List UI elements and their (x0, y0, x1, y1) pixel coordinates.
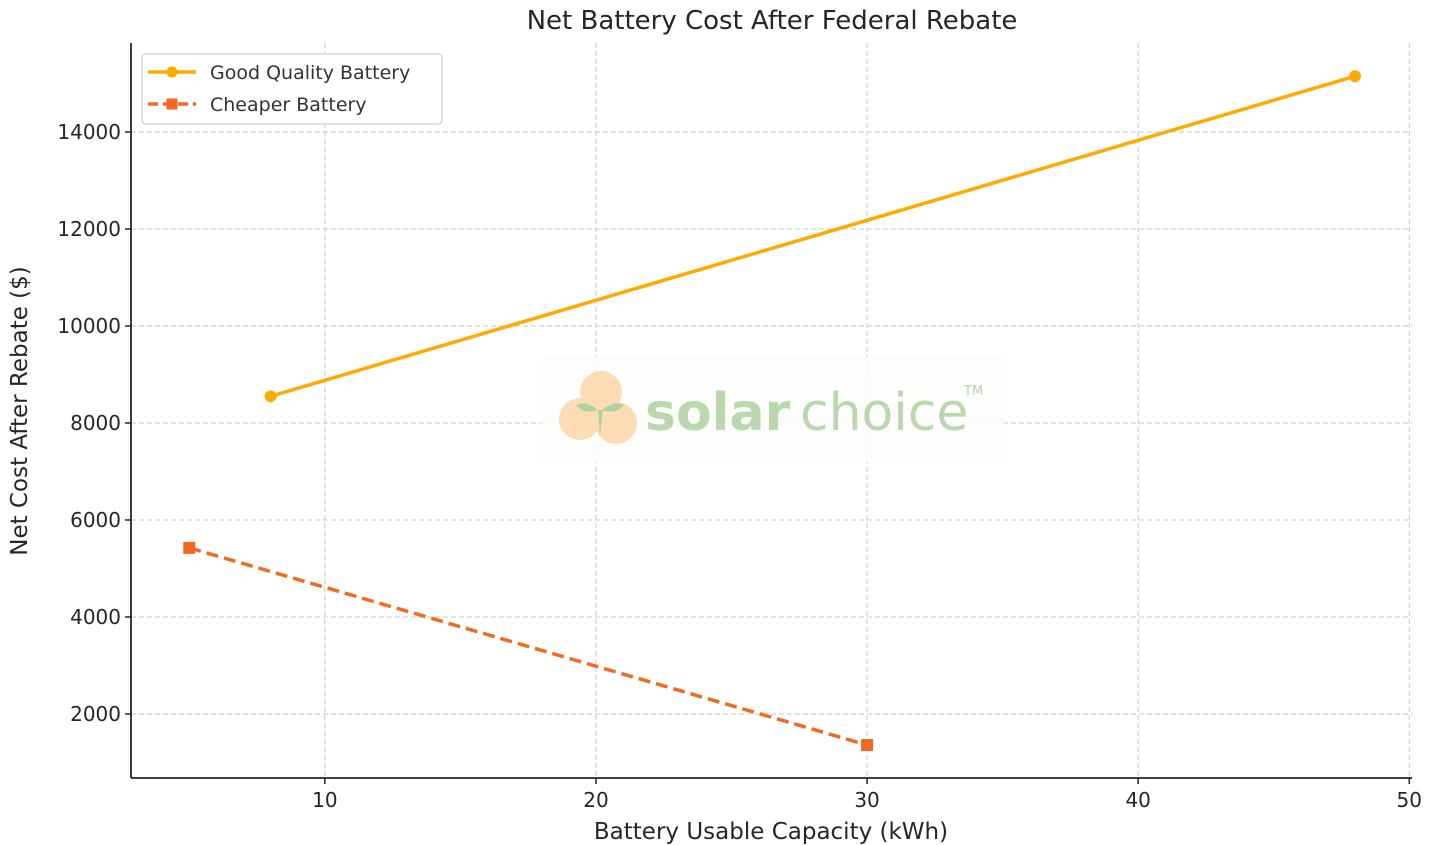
y-tick-label: 10000 (57, 314, 121, 338)
series-layer (183, 70, 1362, 752)
data-point (183, 541, 196, 554)
y-tick-label: 2000 (70, 702, 121, 726)
legend: Good Quality Battery Cheaper Battery (141, 53, 443, 125)
data-point (861, 739, 874, 752)
watermark-text-light: choice (800, 383, 968, 443)
y-tick-label: 14000 (57, 120, 121, 144)
x-tick-label: 50 (1397, 788, 1422, 812)
x-tick-label: 10 (312, 788, 337, 812)
series-line-0 (270, 74, 1356, 398)
data-point (1349, 70, 1362, 83)
x-tick-label: 40 (1125, 788, 1150, 812)
legend-marker-good (166, 66, 178, 78)
x-tick-label: 20 (583, 788, 608, 812)
series-line-1 (188, 546, 868, 747)
y-tick-label: 12000 (57, 217, 121, 241)
y-tick-label: 8000 (70, 411, 121, 435)
y-tick-label: 6000 (70, 508, 121, 532)
data-point (264, 390, 277, 403)
legend-label-cheaper: Cheaper Battery (210, 94, 367, 116)
chart-title: Net Battery Cost After Federal Rebate (527, 6, 1018, 36)
axes: 10 20 30 40 50 2000 4000 6000 8000 10000 12000 1400… (57, 43, 1422, 812)
x-tick-label: 30 (854, 788, 879, 812)
legend-label-good: Good Quality Battery (210, 62, 410, 84)
legend-marker-cheaper (166, 98, 178, 110)
y-tick-label: 4000 (70, 605, 121, 629)
x-axis-label: Battery Usable Capacity (kWh) (594, 819, 948, 845)
solar-choice-logo-watermark: solar choice TM (542, 357, 1004, 463)
watermark-text-bold: solar (645, 383, 791, 443)
y-axis-label: Net Cost After Rebate ($) (7, 266, 33, 556)
watermark-trademark: TM (963, 384, 983, 399)
